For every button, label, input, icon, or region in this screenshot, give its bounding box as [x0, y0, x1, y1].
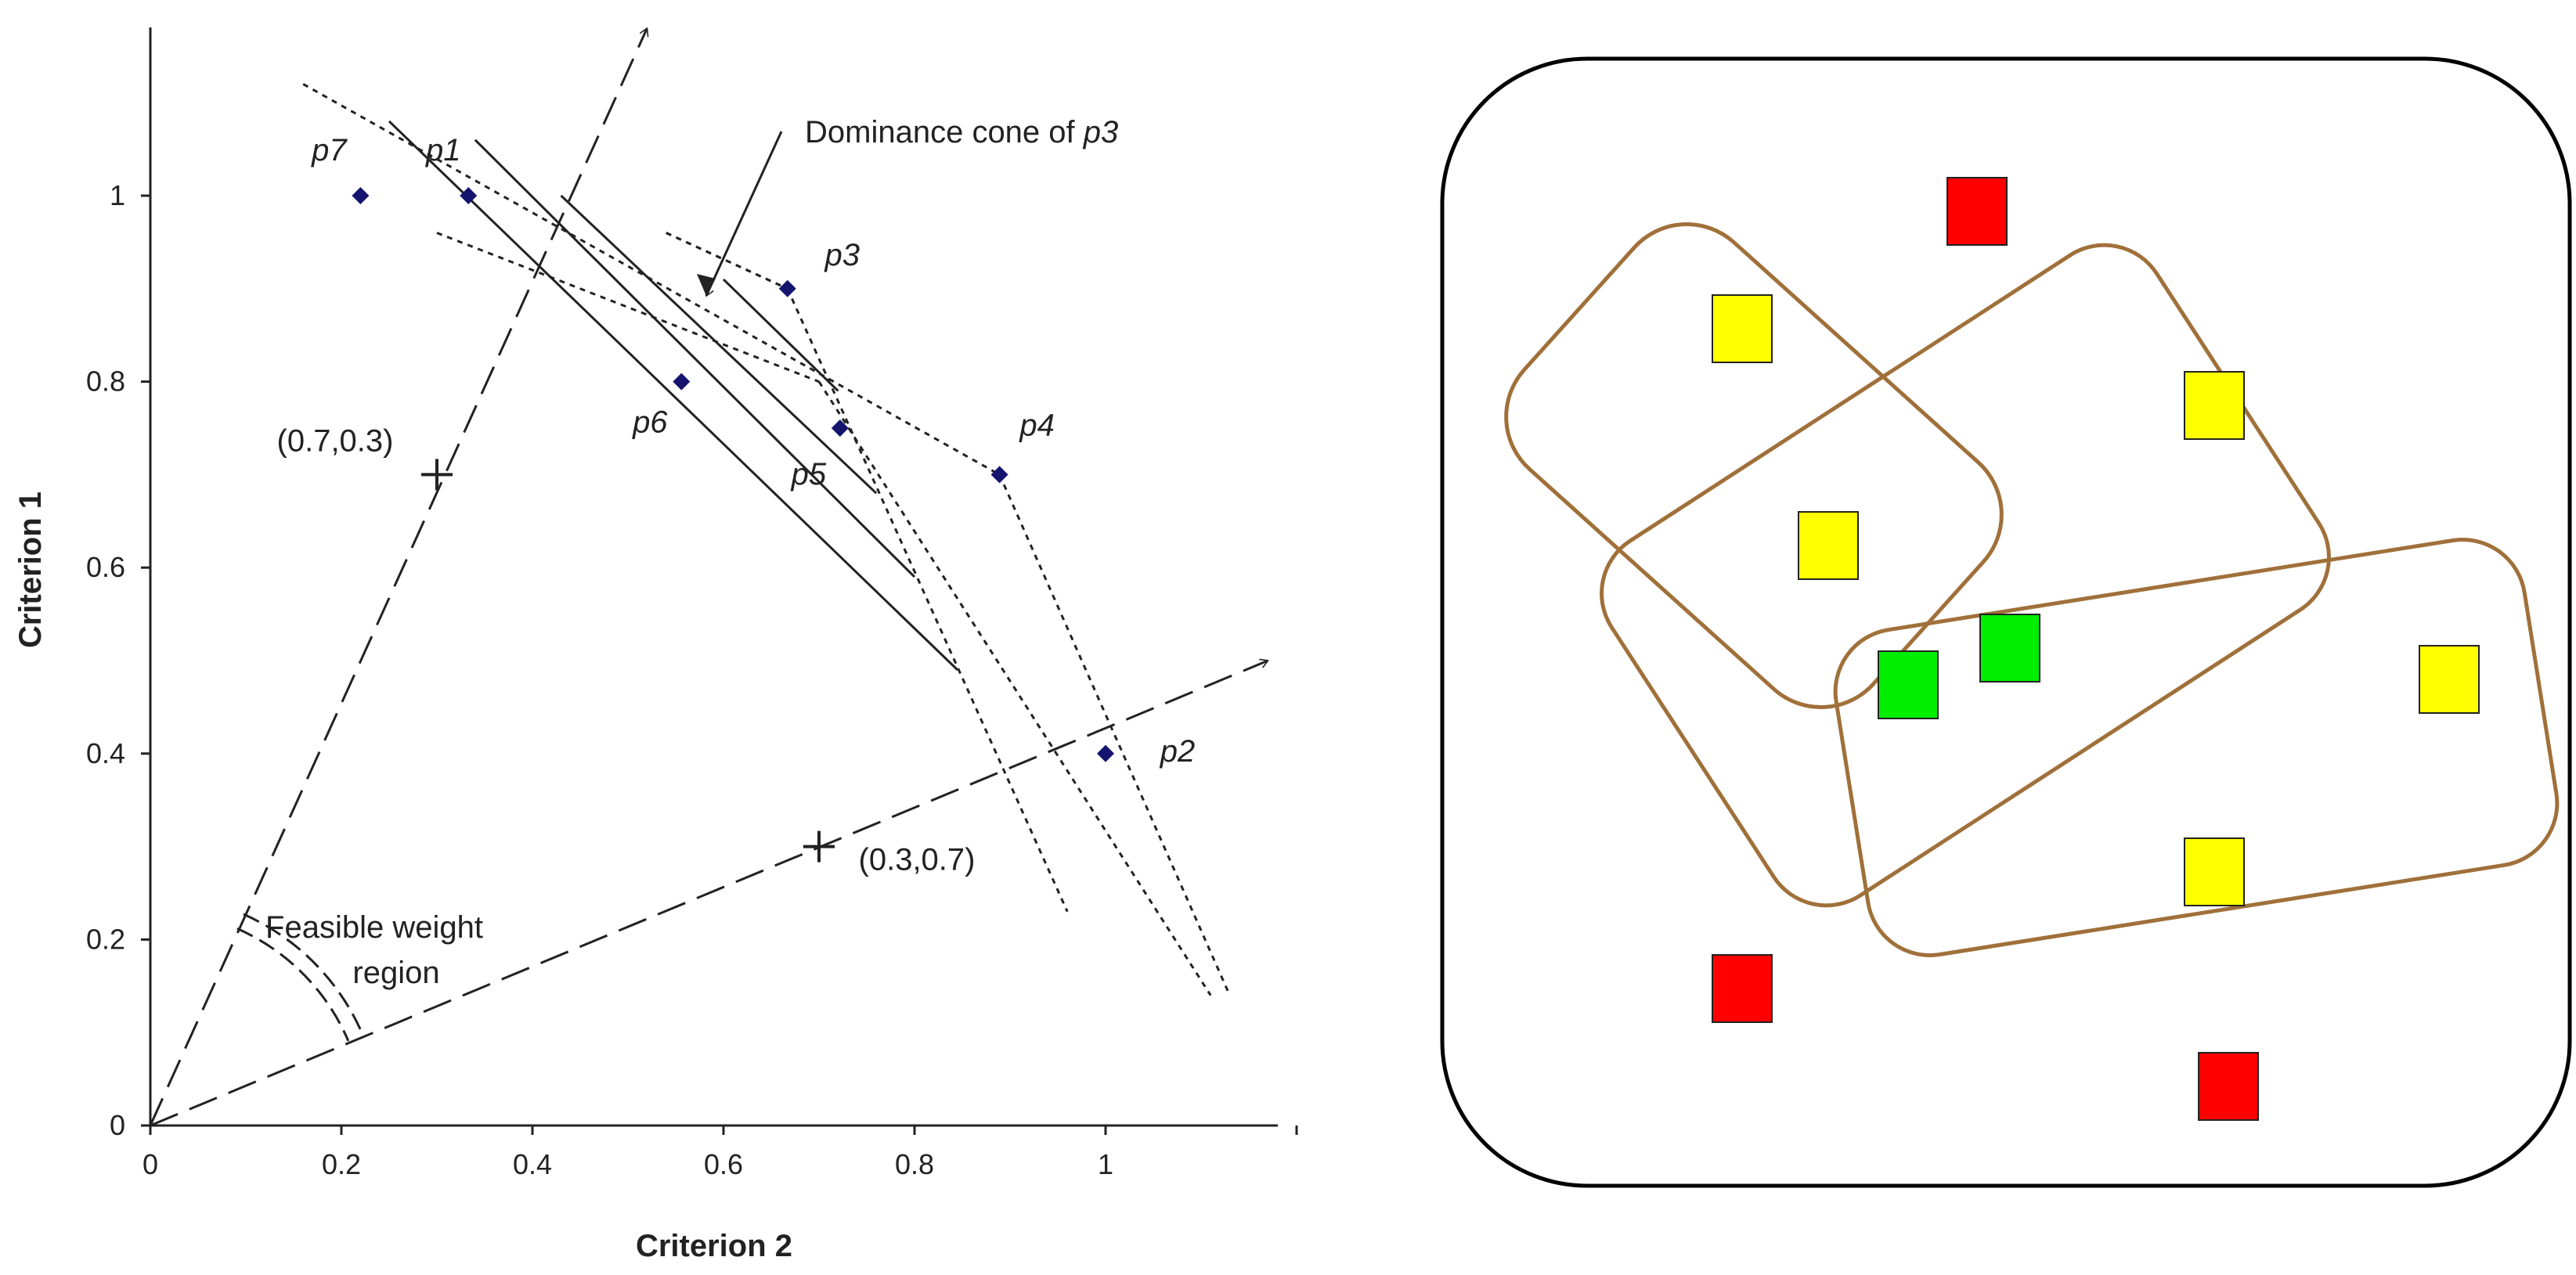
- point-p1: [460, 187, 478, 204]
- feasible-region-label-line1: Feasible weight: [265, 910, 483, 945]
- weight-point-label: (0.3,0.7): [859, 843, 976, 877]
- yellow-square: [1798, 511, 1859, 580]
- green-square: [1979, 614, 2040, 683]
- weight-point-label: (0.7,0.3): [277, 423, 394, 458]
- axis-ticks: 0 0.2 0.4 0.6 0.8 1 0 0.2 0.4 0.6 0.8 1: [86, 179, 1298, 1180]
- point-label-p7: p7: [311, 133, 348, 167]
- feasible-region-arc: [236, 927, 350, 1042]
- point-p5: [831, 420, 849, 437]
- yellow-square: [2419, 645, 2480, 714]
- point-label-p3: p3: [824, 238, 860, 272]
- point-p4: [990, 466, 1008, 484]
- y-axis-title: Criterion 1: [13, 492, 48, 648]
- x-tick-label: 0.2: [322, 1148, 361, 1180]
- x-tick-label: 0.8: [895, 1148, 934, 1180]
- dominance-cone-boundary: [817, 380, 1212, 996]
- squares: [1712, 177, 2480, 1121]
- dominance-cone-boundary: [436, 232, 820, 383]
- point-p3: [778, 279, 796, 297]
- chart-guides: [149, 28, 1268, 1127]
- group-outline-1: [1504, 222, 2004, 710]
- y-tick-label: 1: [110, 179, 125, 211]
- yellow-square: [1712, 294, 1773, 363]
- point-label-p6: p6: [632, 405, 668, 440]
- dominance-cone-boundary: [998, 474, 1231, 996]
- green-square: [1878, 650, 1939, 719]
- point-label-p2: p2: [1160, 734, 1196, 769]
- group-outline-3: [1833, 538, 2560, 957]
- point-label-p1: p1: [425, 133, 461, 167]
- x-tick-label: 1: [1098, 1148, 1113, 1180]
- dominance-scatter-chart: 0 0.2 0.4 0.6 0.8 100.20.40.60.81 p7 p1p3p6p5p…: [13, 27, 1298, 1263]
- y-tick-label: 0.2: [86, 923, 125, 955]
- red-square: [2198, 1052, 2259, 1121]
- red-square: [1712, 954, 1773, 1023]
- y-tick-label: 0.8: [86, 366, 125, 398]
- iso-utility-line: [560, 194, 878, 495]
- iso-utility-line: [388, 120, 958, 671]
- red-square: [1946, 177, 2008, 246]
- feasible-region-label-line2: region: [352, 956, 439, 990]
- point-p7: [352, 187, 370, 204]
- x-tick-label: 0.6: [704, 1148, 743, 1180]
- yellow-square: [2184, 837, 2245, 906]
- y-tick-label: 0.6: [86, 551, 125, 583]
- point-p2: [1097, 744, 1114, 762]
- group-overlap-diagram: [1440, 56, 2572, 1188]
- weight-ray-lower: [150, 661, 1268, 1127]
- iso-utility-line: [722, 278, 839, 392]
- point-p6: [673, 373, 691, 391]
- group-outlines: [1504, 222, 2560, 957]
- dominance-cone-annotation: Dominance cone of p3: [805, 115, 1118, 149]
- feasible-region-arc: [243, 913, 364, 1035]
- universe-frame: [1440, 56, 2572, 1188]
- point-label-p4: p4: [1019, 408, 1055, 442]
- dominance-cone-point: p3: [1083, 115, 1119, 149]
- x-axis-title: Criterion 2: [636, 1229, 792, 1263]
- weight-ray-upper: [149, 28, 647, 1126]
- point-label-p5: p5: [791, 457, 827, 492]
- dominance-cone-label: Dominance cone of: [805, 115, 1084, 149]
- data-points: p7 p1 p3 p6 p5 p4 p2 (0.7,0.3) (0.3,0.7): [277, 133, 1196, 877]
- dominance-cone-boundary: [666, 232, 788, 290]
- x-tick-label: 0.4: [513, 1148, 552, 1180]
- y-tick-label: 0.4: [86, 737, 125, 769]
- dominance-cone-pointer: [706, 131, 783, 296]
- dominance-cone-pointer-head: [697, 274, 716, 296]
- y-tick-label: 0: [110, 1109, 125, 1141]
- yellow-square: [2184, 371, 2245, 440]
- x-tick-label: 0: [143, 1148, 158, 1180]
- dominance-cone-boundary: [786, 288, 1069, 913]
- iso-utility-line: [474, 139, 916, 578]
